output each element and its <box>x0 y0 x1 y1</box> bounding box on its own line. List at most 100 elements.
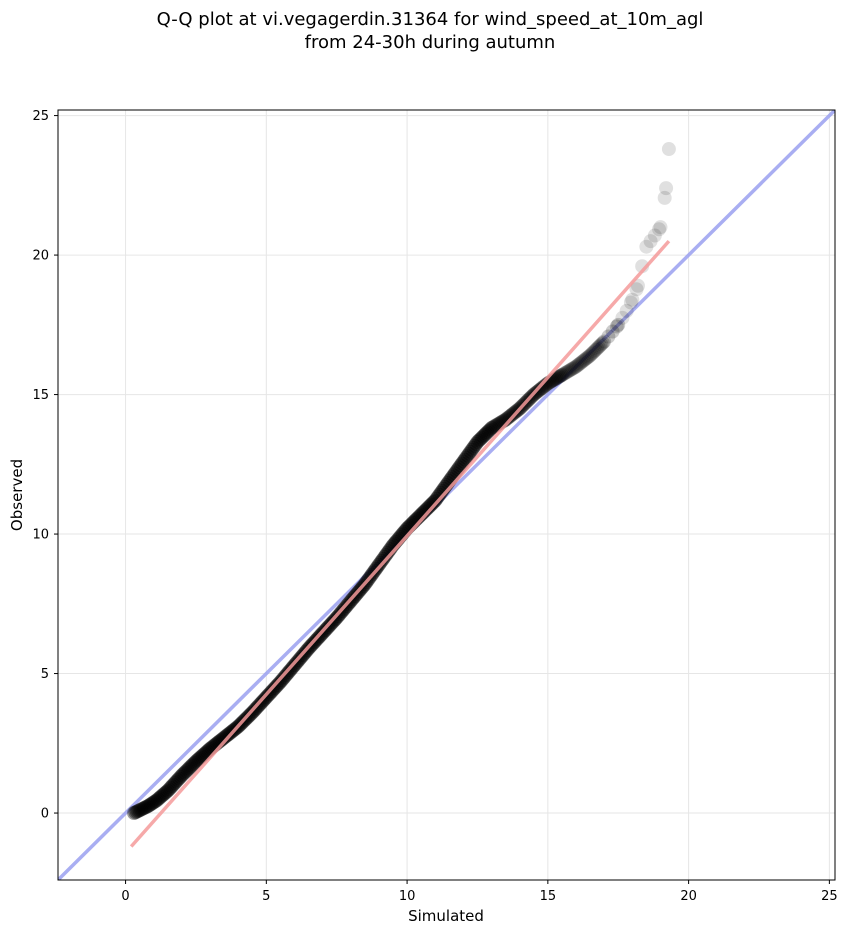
data-point <box>179 764 194 779</box>
data-point <box>580 350 595 365</box>
data-point <box>146 795 161 810</box>
y-axis-label: Observed <box>8 459 26 531</box>
data-point <box>460 448 475 463</box>
data-point <box>485 420 500 435</box>
data-point <box>163 780 178 795</box>
data-point <box>469 436 484 451</box>
data-point <box>181 761 196 776</box>
grid <box>58 110 835 880</box>
data-point <box>462 446 477 461</box>
data-point <box>554 368 569 383</box>
data-point <box>267 681 282 696</box>
data-point <box>553 368 568 383</box>
data-point <box>432 487 447 502</box>
data-point <box>176 766 191 781</box>
data-point <box>615 310 630 325</box>
x-tick-label: 25 <box>821 889 838 904</box>
data-point <box>172 771 187 786</box>
data-point <box>150 792 165 807</box>
data-point <box>535 380 550 395</box>
data-point <box>550 370 565 385</box>
data-point <box>271 676 286 691</box>
data-point <box>480 425 495 440</box>
plot-frame <box>57 109 836 881</box>
data-point <box>605 324 620 339</box>
data-point <box>652 222 667 237</box>
y-tick-label: 20 <box>32 249 49 264</box>
data-point <box>488 418 503 433</box>
data-point <box>155 788 170 803</box>
data-point <box>138 800 153 815</box>
data-point <box>184 758 199 773</box>
y-tick-label: 5 <box>41 667 49 682</box>
chart-title-line-1: Q-Q plot at vi.vegagerdin.31364 for wind… <box>156 9 704 30</box>
y-axis-ticks: 0 5 10 15 20 25 <box>32 109 58 822</box>
data-point <box>429 491 444 506</box>
data-point <box>592 338 607 353</box>
data-point <box>135 801 150 816</box>
data-point <box>556 367 571 382</box>
data-point <box>569 359 583 374</box>
data-point <box>466 440 481 455</box>
data-point <box>149 793 164 808</box>
data-point <box>611 317 626 332</box>
data-point <box>190 753 205 768</box>
data-point <box>217 730 232 745</box>
data-point <box>157 786 172 801</box>
data-point <box>167 776 182 791</box>
data-point <box>156 787 171 802</box>
data-point <box>132 803 147 818</box>
data-point <box>197 746 212 761</box>
data-point <box>129 804 144 819</box>
data-point <box>269 679 284 694</box>
x-tick-label: 0 <box>121 889 129 904</box>
data-point <box>159 784 174 799</box>
data-point <box>557 366 572 381</box>
data-point <box>174 768 189 783</box>
plot-area <box>58 110 835 880</box>
data-point <box>609 319 624 334</box>
data-point <box>502 409 517 424</box>
x-tick-label: 20 <box>680 889 697 904</box>
data-point <box>501 410 516 425</box>
data-point <box>177 765 192 780</box>
data-point <box>459 450 474 465</box>
data-point <box>194 749 209 764</box>
data-point <box>587 344 602 359</box>
data-point <box>573 356 588 371</box>
data-point <box>467 438 482 453</box>
data-point <box>588 342 603 357</box>
data-point <box>191 751 206 766</box>
data-point <box>276 671 291 686</box>
data-point <box>142 798 157 813</box>
data-point <box>564 362 579 377</box>
data-point <box>166 777 181 792</box>
x-tick-label: 10 <box>399 889 416 904</box>
data-point <box>148 794 163 809</box>
data-point <box>481 423 496 438</box>
data-point <box>583 348 598 363</box>
data-point <box>476 429 491 444</box>
data-point <box>639 239 654 254</box>
data-point <box>273 674 288 689</box>
data-point <box>277 669 292 684</box>
data-point <box>424 497 439 512</box>
data-point <box>560 364 575 379</box>
data-point <box>143 797 158 812</box>
y-tick-label: 25 <box>32 109 49 124</box>
data-point <box>653 220 668 235</box>
data-point <box>585 345 600 360</box>
data-point <box>597 334 612 349</box>
data-point <box>457 452 472 467</box>
chart-title: Q-Q plot at vi.vegagerdin.31364 for wind… <box>0 8 847 54</box>
data-points <box>127 142 676 821</box>
data-point <box>453 458 468 473</box>
data-point <box>483 422 498 437</box>
data-point <box>425 496 440 511</box>
data-point <box>139 799 154 814</box>
data-point <box>533 381 548 396</box>
data-point <box>421 500 436 515</box>
data-point <box>270 677 285 692</box>
data-point <box>127 806 142 821</box>
data-point <box>454 456 469 471</box>
